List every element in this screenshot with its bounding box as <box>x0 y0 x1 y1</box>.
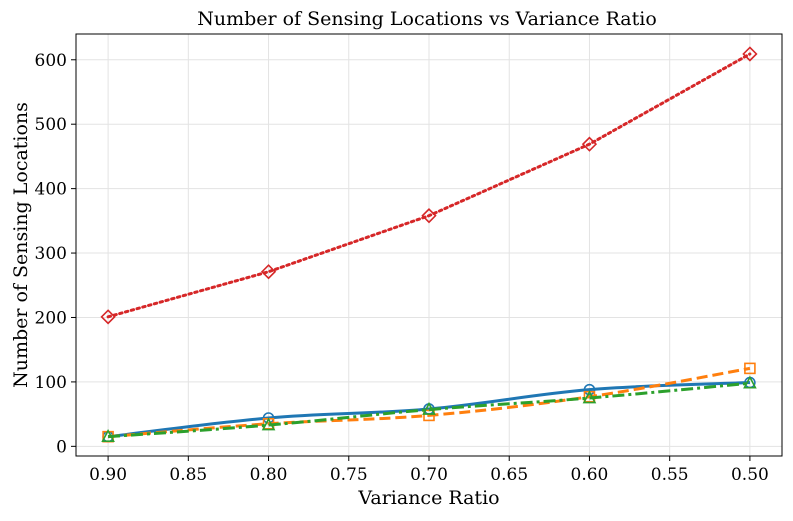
series-3-point <box>261 417 276 431</box>
series-2-point <box>744 362 756 375</box>
x-tick-label: 0.70 <box>410 465 448 485</box>
y-axis-label: Number of Sensing Locations <box>10 102 32 388</box>
x-tick-label: 0.80 <box>250 465 288 485</box>
x-tick-label: 0.90 <box>89 465 127 485</box>
series-4-point <box>421 208 437 224</box>
y-tick-label: 300 <box>35 244 67 264</box>
x-axis-label: Variance Ratio <box>357 487 499 509</box>
y-tick-label: 200 <box>35 308 67 328</box>
x-tick-label: 0.50 <box>731 465 769 485</box>
y-tick-label: 400 <box>35 180 67 200</box>
y-tick-label: 100 <box>35 373 67 393</box>
series-3-line <box>107 381 751 439</box>
x-tick-label: 0.60 <box>571 465 609 485</box>
x-tick-label: 0.75 <box>330 465 368 485</box>
series-4-point <box>742 46 758 62</box>
grid <box>76 34 782 456</box>
tick-layer: 0.90 0.85 0.80 0.75 0.70 0.65 0.60 0.55 0.50 0 100… <box>35 51 769 485</box>
series-1-point <box>583 383 596 396</box>
series-4-point <box>260 264 277 280</box>
x-tick-label: 0.85 <box>169 465 207 485</box>
series-4-line <box>106 52 752 319</box>
y-tick-label: 600 <box>35 51 67 71</box>
x-tick-label: 0.55 <box>651 465 689 485</box>
series-2-line <box>107 366 751 439</box>
chart-title: Number of Sensing Locations vs Variance … <box>197 8 657 30</box>
x-tick-label: 0.65 <box>490 465 528 485</box>
series-4-point <box>581 136 598 152</box>
y-tick-label: 500 <box>35 115 67 135</box>
series-3-point <box>101 428 115 442</box>
series-3-point <box>422 401 436 415</box>
series-4-point <box>100 309 116 325</box>
series-3-point <box>743 375 757 389</box>
series-layer <box>100 46 758 443</box>
series-3-point <box>582 390 597 404</box>
y-tick-label: 0 <box>56 437 67 457</box>
